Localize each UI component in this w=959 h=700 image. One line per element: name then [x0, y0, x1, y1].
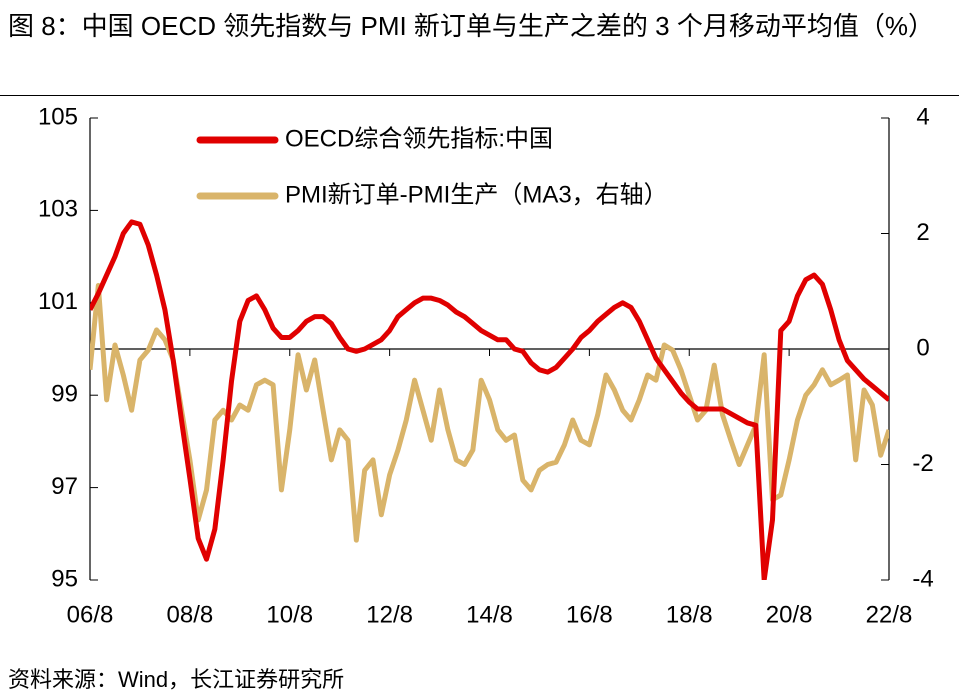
chart: 95 97 99 101 103 105 -4 -2 0 2 4 06/8 08/8 10/8 12/8 14… — [38, 103, 934, 628]
y-tick-label: 97 — [51, 473, 78, 500]
y2-tick-label: 4 — [916, 103, 929, 130]
series-line — [90, 219, 889, 580]
x-tick-label: 10/8 — [266, 601, 313, 628]
x-tick-label: 12/8 — [366, 601, 413, 628]
legend-label: PMI新订单-PMI生产（MA3，右轴） — [285, 181, 668, 208]
x-tick-label: 08/8 — [167, 601, 214, 628]
y2-tick-label: 0 — [916, 334, 929, 361]
series-line — [90, 282, 889, 543]
x-tick-label: 18/8 — [666, 601, 713, 628]
title-rule — [0, 95, 959, 96]
x-tick-label: 20/8 — [766, 601, 813, 628]
y-tick-label: 103 — [38, 196, 78, 223]
y-tick-label: 105 — [38, 103, 78, 130]
y-tick-label: 99 — [51, 381, 78, 408]
chart-title: 图 8：中国 OECD 领先指数与 PMI 新订单与生产之差的 3 个月移动平均… — [8, 11, 934, 41]
y2-tick-label: 2 — [916, 219, 929, 246]
x-tick-label: 06/8 — [67, 601, 114, 628]
y-tick-label: 101 — [38, 288, 78, 315]
source-note: 资料来源：Wind，长江证券研究所 — [8, 667, 345, 692]
y2-tick-label: -2 — [912, 450, 933, 477]
x-tick-label: 16/8 — [566, 601, 613, 628]
legend-label: OECD综合领先指标:中国 — [285, 125, 553, 152]
x-tick-label: 14/8 — [466, 601, 513, 628]
y2-tick-label: -4 — [912, 565, 933, 592]
y-tick-label: 95 — [51, 565, 78, 592]
x-tick-label: 22/8 — [866, 601, 913, 628]
